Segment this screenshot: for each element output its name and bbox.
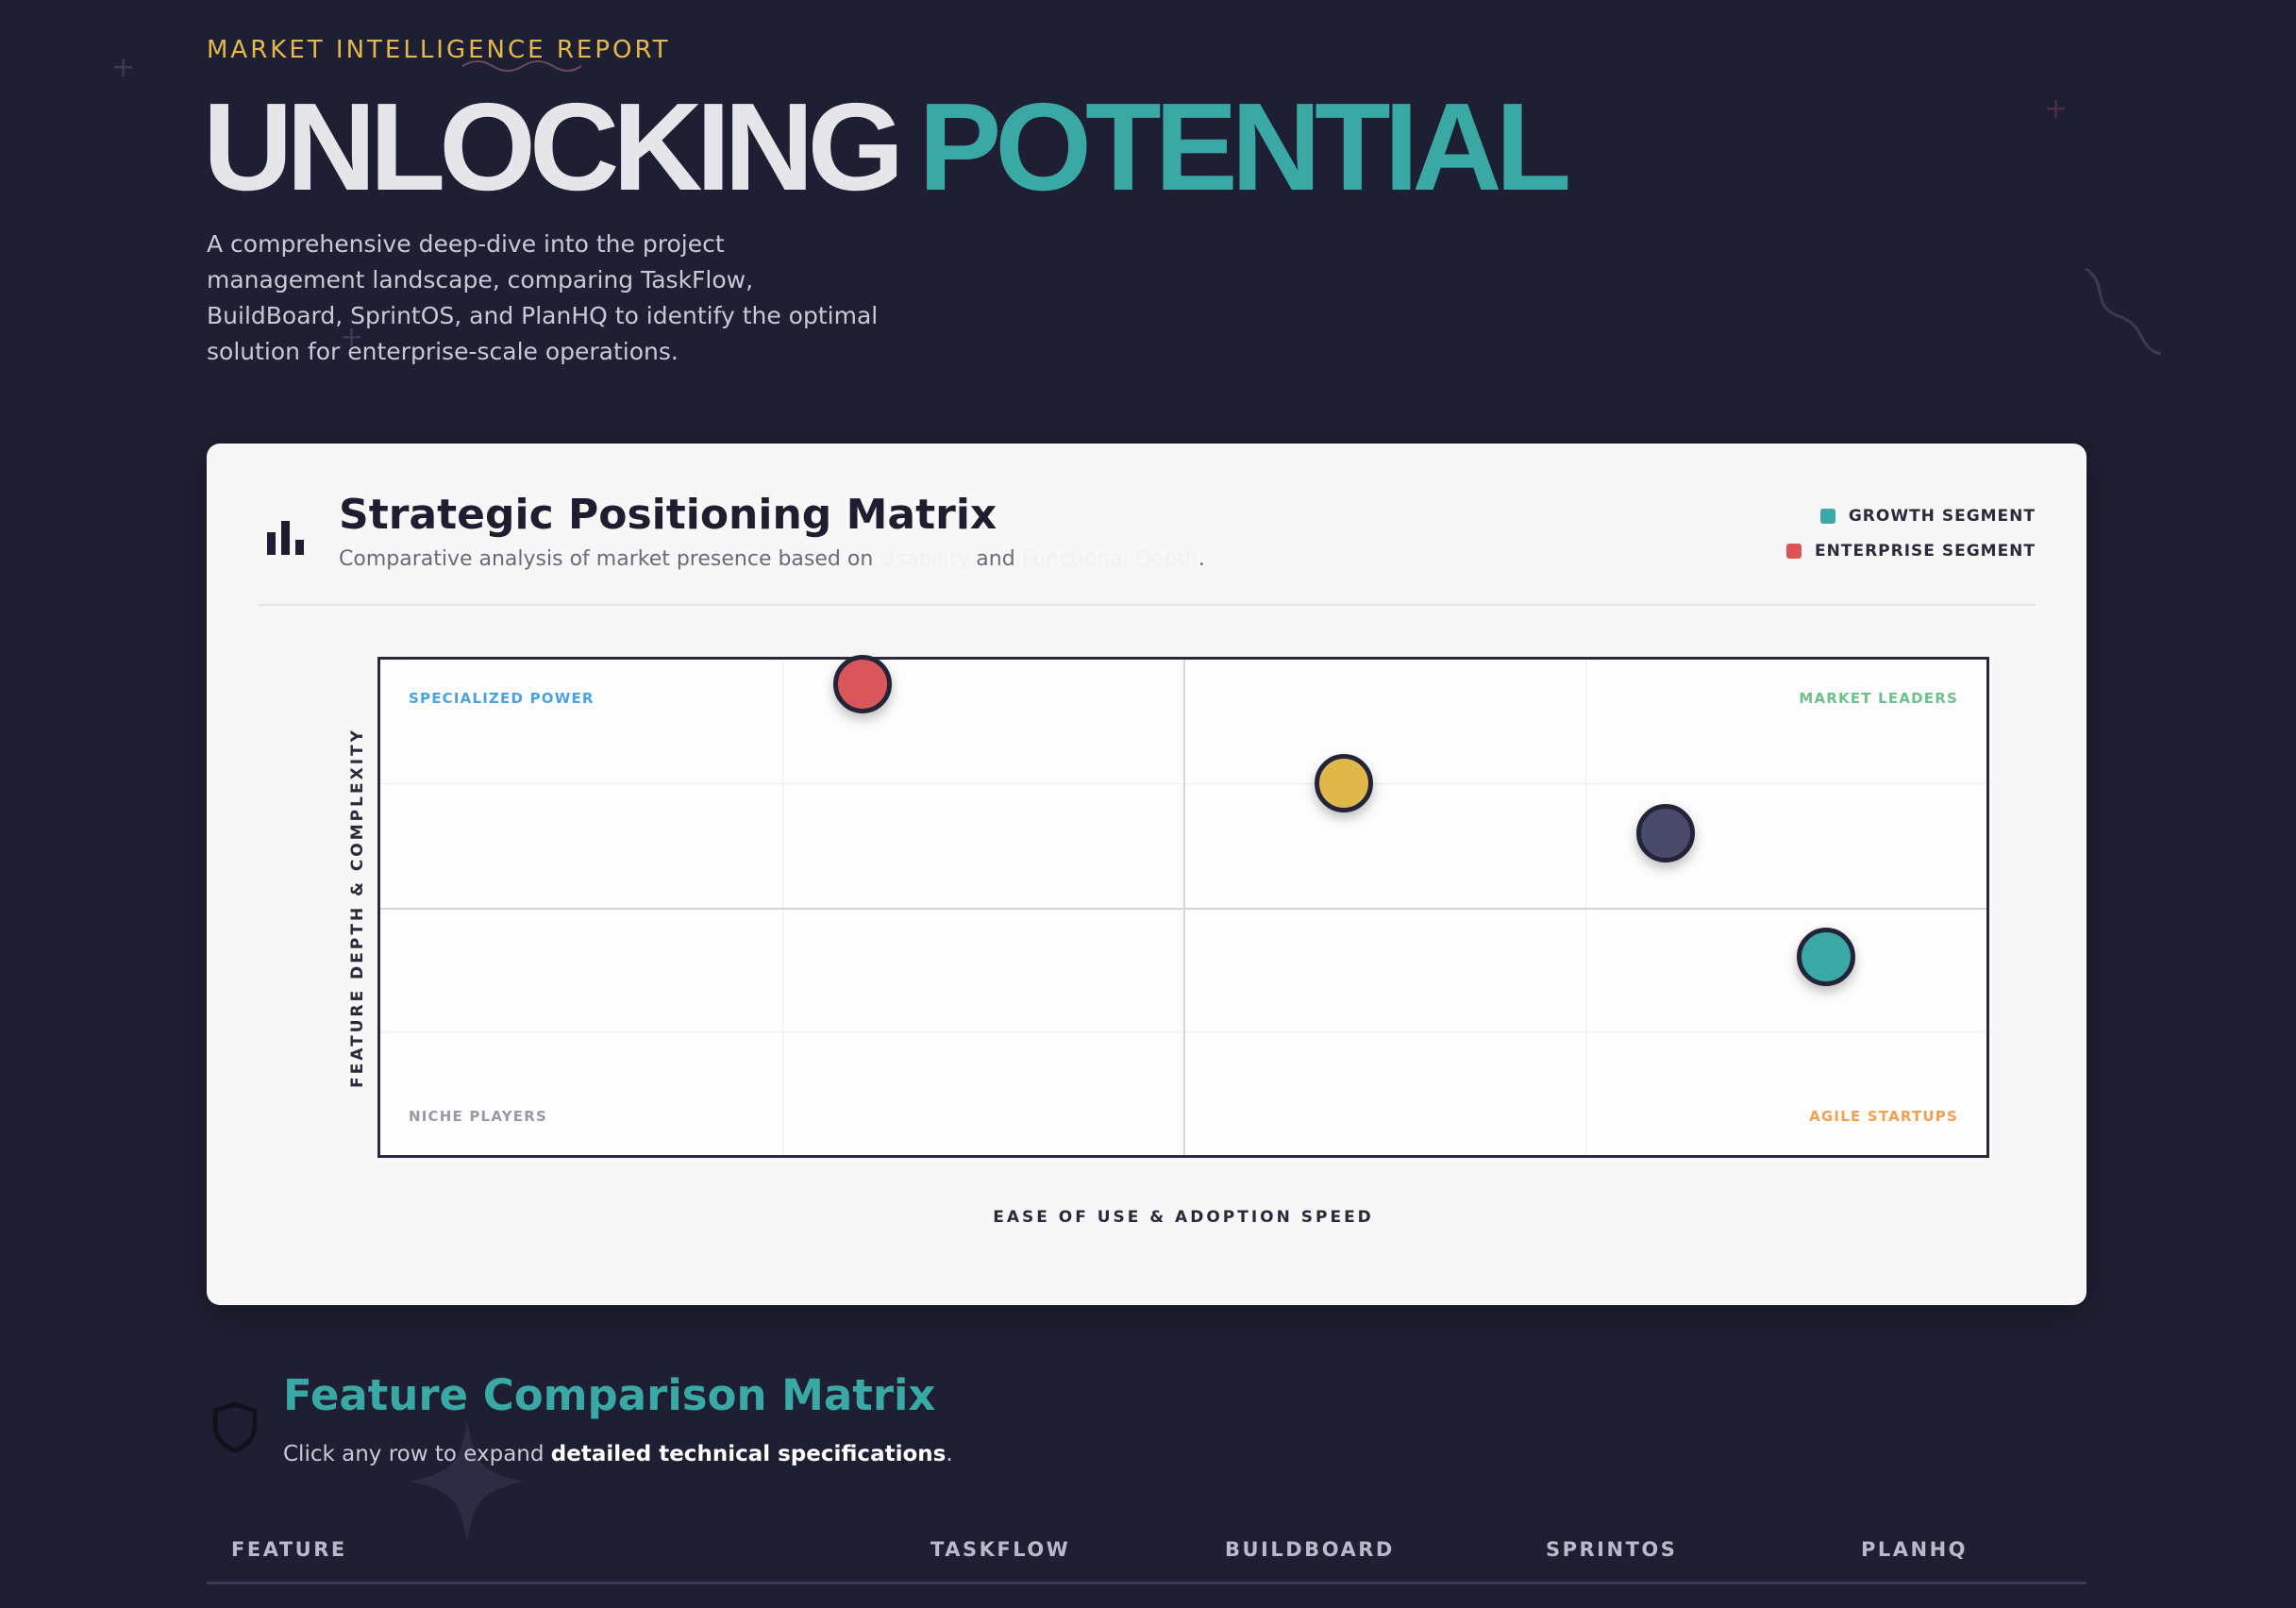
plus-decoration-icon: + <box>340 321 364 354</box>
squiggle-decoration-icon <box>2085 267 2162 356</box>
eyebrow-squiggle-icon <box>461 60 582 72</box>
table-header-rule <box>207 1582 2087 1584</box>
legend-swatch-enterprise <box>1786 543 1802 559</box>
matrix-title: Strategic Positioning Matrix <box>339 491 997 539</box>
legend-item-enterprise: ENTERPRISE SEGMENT <box>1786 533 2036 568</box>
legend-item-growth: GROWTH SEGMENT <box>1786 498 2036 533</box>
column-header-sprintos[interactable]: SPRINTOS <box>1546 1538 1678 1561</box>
column-header-buildboard[interactable]: BUILDBOARD <box>1225 1538 1395 1561</box>
matrix-subtitle-and: and <box>976 547 1015 571</box>
feature-matrix-title: Feature Comparison Matrix <box>283 1370 936 1420</box>
column-header-planhq[interactable]: PLANHQ <box>1861 1538 1969 1561</box>
hero-title: UNLOCKING POTENTIAL <box>203 81 1571 213</box>
column-header-feature[interactable]: FEATURE <box>231 1538 347 1561</box>
star-decoration-icon <box>411 1420 524 1543</box>
feature-table-header: FEATURE TASKFLOW BUILDBOARD SPRINTOS PLA… <box>207 1538 2087 1585</box>
scatter-point[interactable] <box>832 655 892 714</box>
feature-matrix-subtitle-bold: detailed technical specifications <box>550 1442 947 1466</box>
feature-matrix-subtitle-prefix: Click any row to expand <box>283 1442 545 1466</box>
hero-title-part1: UNLOCKING <box>203 77 904 216</box>
x-axis-label: EASE OF USE & ADOPTION SPEED <box>993 1208 1374 1227</box>
positioning-matrix-card: Strategic Positioning Matrix Comparative… <box>207 444 2087 1305</box>
legend-label-growth: GROWTH SEGMENT <box>1848 506 2036 526</box>
column-header-taskflow[interactable]: TASKFLOW <box>930 1538 1071 1561</box>
plus-decoration-icon: + <box>2044 92 2069 126</box>
matrix-subtitle-term1: Usability <box>880 547 970 571</box>
scatter-point[interactable] <box>1635 803 1695 863</box>
quadrant-label-market-leaders: MARKET LEADERS <box>1799 690 1958 707</box>
quadrant-divider-horizontal <box>380 907 1986 910</box>
report-eyebrow: MARKET INTELLIGENCE REPORT <box>207 36 671 64</box>
matrix-legend: GROWTH SEGMENT ENTERPRISE SEGMENT <box>1786 498 2036 568</box>
quadrant-label-specialized-power: SPECIALIZED POWER <box>409 690 595 707</box>
quadrant-label-niche-players: NICHE PLAYERS <box>409 1108 547 1125</box>
feature-matrix-subtitle: Click any row to expand detailed technic… <box>283 1442 953 1466</box>
hero-title-part2: POTENTIAL <box>918 77 1571 216</box>
card-divider <box>258 604 2036 606</box>
matrix-subtitle-suffix: . <box>1198 547 1205 571</box>
scatter-point[interactable] <box>1315 754 1374 813</box>
legend-label-enterprise: ENTERPRISE SEGMENT <box>1815 541 2036 561</box>
scatter-point[interactable] <box>1796 928 1855 986</box>
matrix-subtitle-prefix: Comparative analysis of market presence … <box>339 547 874 571</box>
matrix-subtitle-term2: Functional Depth <box>1021 547 1198 571</box>
bar-chart-icon <box>267 521 304 555</box>
y-axis-label: FEATURE DEPTH & COMPLEXITY <box>348 728 367 1088</box>
shield-icon <box>212 1401 258 1453</box>
quadrant-label-agile-startups: AGILE STARTUPS <box>1809 1108 1958 1125</box>
plus-decoration-icon: + <box>111 51 136 84</box>
matrix-subtitle: Comparative analysis of market presence … <box>339 547 1205 571</box>
legend-swatch-growth <box>1819 508 1835 524</box>
intro-paragraph: A comprehensive deep-dive into the proje… <box>207 230 879 365</box>
scatter-plot-area: SPECIALIZED POWER MARKET LEADERS NICHE P… <box>377 655 1989 1158</box>
feature-matrix-subtitle-suffix: . <box>946 1442 953 1466</box>
